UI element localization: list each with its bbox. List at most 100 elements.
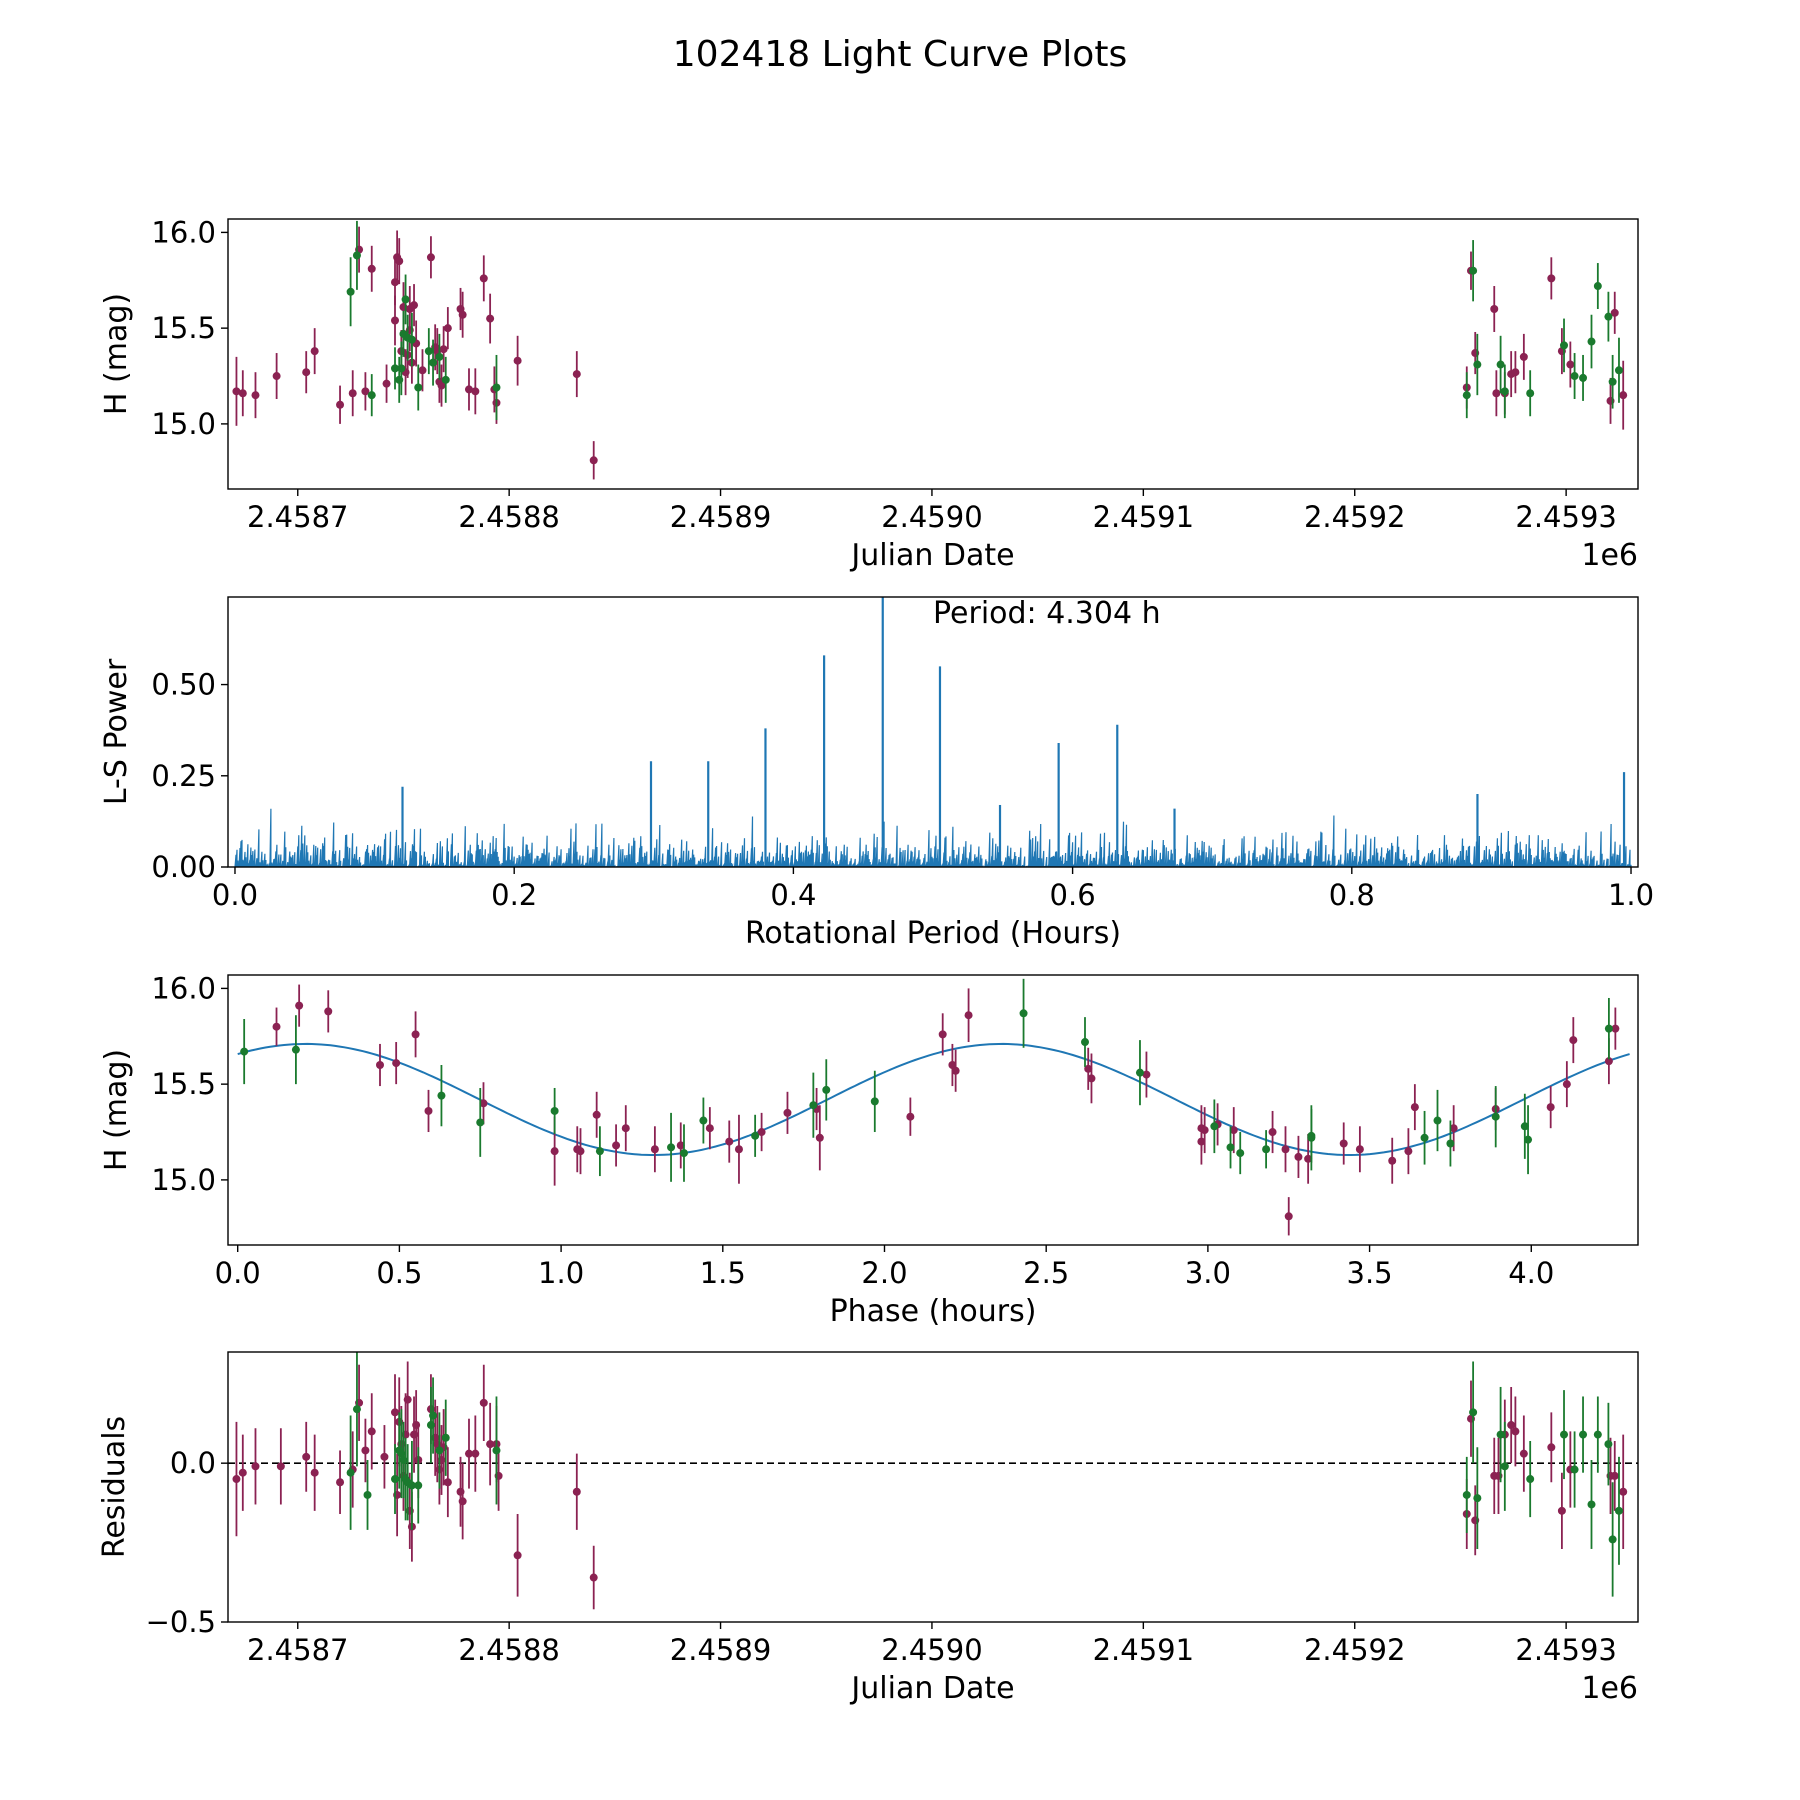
y-tick-label: 0.0 <box>170 1446 216 1480</box>
data-point-g <box>1496 360 1505 369</box>
data-point-r <box>471 387 480 396</box>
data-point-r <box>1511 1427 1520 1436</box>
data-point-g <box>492 1446 501 1455</box>
data-point-g <box>397 364 406 373</box>
data-point-g <box>391 364 400 373</box>
data-point-g <box>414 1481 423 1490</box>
data-point-r <box>725 1137 734 1146</box>
data-point-r <box>403 1395 412 1404</box>
data-point-g <box>1473 360 1482 369</box>
data-point-r <box>612 1141 621 1150</box>
data-point-r <box>951 1066 960 1075</box>
x-tick-label: 0.2 <box>491 878 537 912</box>
data-point-r <box>458 310 467 319</box>
data-point-g <box>1469 1408 1478 1417</box>
data-point-r <box>458 1497 467 1506</box>
y-axis-label-lightcurve: H (mag) <box>99 293 134 415</box>
data-point-g <box>1462 391 1471 400</box>
y-tick-label: 0.25 <box>151 759 216 793</box>
data-point-r <box>348 389 357 398</box>
data-point-r <box>424 1106 433 1115</box>
data-point-g <box>401 295 410 304</box>
data-point-g <box>429 1411 438 1420</box>
data-point-g <box>391 1475 400 1484</box>
y-tick-label: −0.5 <box>146 1605 216 1639</box>
data-point-g <box>1080 1038 1089 1047</box>
plot-area-periodogram <box>234 597 1632 867</box>
data-point-r <box>572 370 581 379</box>
data-point-r <box>572 1487 581 1496</box>
x-tick-label: 2.4587 <box>247 1633 348 1667</box>
y-axis-label-phased: H (mag) <box>99 1049 134 1171</box>
plot-area-residuals <box>228 1352 1638 1610</box>
data-point-r <box>251 1462 260 1471</box>
x-tick-label: 2.5 <box>1023 1256 1069 1290</box>
y-tick-label: 15.5 <box>151 1067 216 1101</box>
data-point-r <box>1610 1471 1619 1480</box>
data-point-r <box>734 1145 743 1154</box>
data-point-r <box>906 1112 915 1121</box>
data-point-r <box>1547 274 1556 283</box>
data-point-r <box>418 366 427 375</box>
x-tick-label: 2.4589 <box>670 1633 771 1667</box>
data-point-g <box>291 1045 300 1054</box>
data-point-g <box>699 1116 708 1125</box>
data-point-r <box>336 400 345 409</box>
data-point-r <box>1355 1145 1364 1154</box>
data-point-r <box>1569 1036 1578 1045</box>
x-tick-label: 0.6 <box>1050 878 1096 912</box>
data-point-g <box>595 1147 604 1156</box>
data-point-g <box>1570 1465 1579 1474</box>
x-axis-label-residuals: Julian Date <box>849 1671 1014 1706</box>
x-tick-label: 2.4590 <box>881 500 982 534</box>
data-point-r <box>1339 1139 1348 1148</box>
data-point-g <box>407 335 416 344</box>
data-point-g <box>1226 1143 1235 1152</box>
data-point-r <box>1449 1124 1458 1133</box>
x-tick-label: 2.4593 <box>1515 1633 1616 1667</box>
data-point-r <box>238 389 247 398</box>
data-point-r <box>1507 1421 1516 1430</box>
data-point-r <box>705 1124 714 1133</box>
data-point-g <box>1500 1462 1509 1471</box>
data-point-r <box>964 1011 973 1020</box>
x-offset-label: 1e6 <box>1581 538 1638 573</box>
data-point-g <box>1135 1068 1144 1077</box>
data-point-g <box>435 352 444 361</box>
data-point-r <box>650 1145 659 1154</box>
data-point-g <box>1446 1139 1455 1148</box>
data-point-g <box>1526 389 1535 398</box>
data-point-r <box>1281 1145 1290 1154</box>
data-point-g <box>435 1446 444 1455</box>
data-point-r <box>443 1478 452 1487</box>
data-point-r <box>1619 1487 1628 1496</box>
data-point-r <box>295 1001 304 1010</box>
data-point-r <box>1200 1126 1209 1135</box>
x-tick-label: 0.0 <box>215 1256 261 1290</box>
data-point-r <box>676 1141 685 1150</box>
data-point-g <box>414 383 423 392</box>
data-point-r <box>815 1133 824 1142</box>
data-point-r <box>1410 1103 1419 1112</box>
data-point-r <box>375 1061 384 1069</box>
axes-frame-lightcurve <box>227 218 1639 490</box>
data-point-g <box>1210 1122 1219 1131</box>
x-tick-label: 1.5 <box>700 1256 746 1290</box>
data-point-r <box>486 1440 495 1449</box>
data-point-g <box>1462 1490 1471 1499</box>
data-point-r <box>589 1573 598 1582</box>
data-point-r <box>238 1468 247 1477</box>
data-point-r <box>272 372 281 381</box>
data-point-r <box>576 1147 585 1156</box>
sinusoid-fit-line <box>237 1042 1630 1156</box>
data-point-g <box>476 1118 485 1127</box>
x-tick-label: 3.0 <box>1185 1256 1231 1290</box>
data-point-g <box>1593 282 1602 291</box>
y-tick-label: 15.5 <box>151 311 216 345</box>
data-point-r <box>324 1007 333 1016</box>
data-point-r <box>757 1128 766 1137</box>
data-point-g <box>1019 1009 1028 1018</box>
data-point-r <box>1562 1080 1571 1089</box>
data-point-r <box>1229 1126 1238 1135</box>
